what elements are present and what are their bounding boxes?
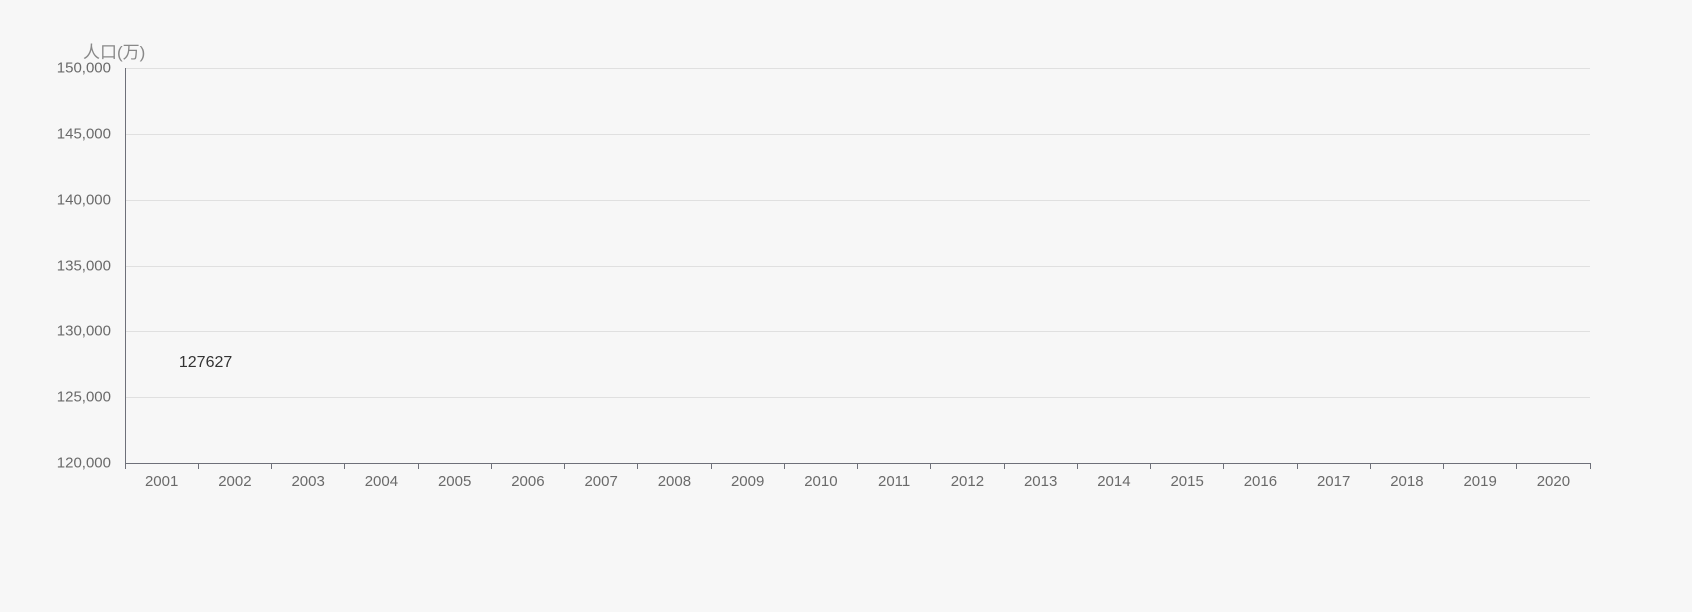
x-tick-label: 2004 [365,463,398,490]
x-tick-mark [1077,463,1078,469]
x-tick-label: 2008 [658,463,691,490]
x-tick-mark [1223,463,1224,469]
gridline [125,200,1590,201]
x-tick-label: 2010 [804,463,837,490]
data-point-label: 127627 [179,354,232,372]
y-tick-label: 135,000 [57,257,125,274]
x-tick-mark [564,463,565,469]
x-tick-label: 2017 [1317,463,1350,490]
y-axis-line [125,68,126,463]
x-tick-label: 2015 [1170,463,1203,490]
x-tick-mark [1516,463,1517,469]
y-tick-label: 120,000 [57,455,125,472]
x-tick-mark [1004,463,1005,469]
x-tick-label: 2006 [511,463,544,490]
x-tick-mark [198,463,199,469]
x-tick-mark [1297,463,1298,469]
gridline [125,134,1590,135]
y-tick-label: 140,000 [57,191,125,208]
x-tick-label: 2007 [584,463,617,490]
x-tick-mark [1443,463,1444,469]
y-axis-title: 人口(万) [83,38,145,63]
x-tick-label: 2001 [145,463,178,490]
gridline [125,266,1590,267]
y-tick-label: 125,000 [57,389,125,406]
gridline [125,397,1590,398]
x-tick-label: 2014 [1097,463,1130,490]
x-tick-label: 2020 [1537,463,1570,490]
x-tick-mark [344,463,345,469]
x-tick-label: 2003 [291,463,324,490]
x-tick-mark [784,463,785,469]
x-tick-label: 2002 [218,463,251,490]
x-tick-mark [1150,463,1151,469]
x-tick-label: 2018 [1390,463,1423,490]
population-chart: 120,000 125,000 130,000 135,000 140,000 145,0… [0,0,1692,612]
plot-area: 120,000125,000130,000135,000140,000145,0… [125,68,1590,463]
x-tick-mark [711,463,712,469]
gridline [125,68,1590,69]
x-tick-label: 2019 [1463,463,1496,490]
x-tick-label: 2012 [951,463,984,490]
x-tick-mark [418,463,419,469]
y-tick-label: 130,000 [57,323,125,340]
x-tick-label: 2011 [878,463,910,490]
gridline [125,331,1590,332]
x-tick-label: 2013 [1024,463,1057,490]
x-tick-mark [491,463,492,469]
x-tick-mark [271,463,272,469]
x-tick-mark [1370,463,1371,469]
x-tick-label: 2005 [438,463,471,490]
x-tick-label: 2009 [731,463,764,490]
x-tick-mark [930,463,931,469]
x-tick-mark [637,463,638,469]
x-tick-label: 2016 [1244,463,1277,490]
x-tick-mark [125,463,126,469]
x-tick-mark [857,463,858,469]
y-tick-label: 145,000 [57,125,125,142]
x-tick-mark [1590,463,1591,469]
